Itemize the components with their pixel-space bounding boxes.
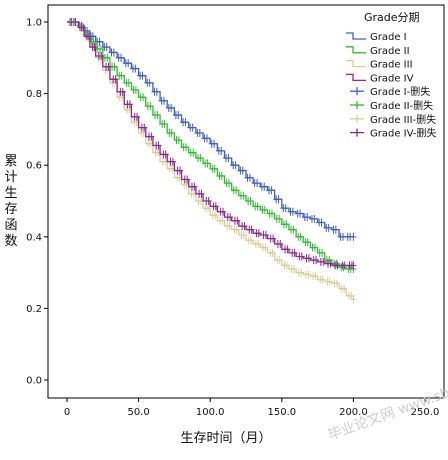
legend-item: Grade III-删失 [350,113,436,126]
legend-item: Grade II [346,46,410,57]
x-tick-label: 0 [64,407,70,418]
legend-label: Grade I [370,32,407,43]
legend-label: Grade IV-删失 [370,127,436,140]
axes-layer: 0.0 0.2 0.4 0.6 0.8 1.0 0 50.0 100.0 150.0 200.0 25… [4,4,445,446]
y-tick-label: 1.0 [26,18,42,29]
y-tick-label: 0.0 [26,376,42,387]
legend-item: Grade IV-删失 [350,127,436,140]
censor-marks-grade4 [68,18,357,270]
y-tick-label: 0.8 [26,89,42,100]
legend-swatch-line [346,73,366,82]
x-tick-label: 50.0 [127,407,149,418]
legend-item: Grade I-删失 [350,85,430,98]
legend-item: Grade IV [346,73,414,84]
y-tick-label: 0.2 [26,304,42,315]
y-axis-title: 累计生存函数 [4,154,17,249]
series-grade4 [67,18,357,270]
x-tick-label: 250.0 [411,407,440,418]
legend-item: Grade I [346,32,407,43]
legend-swatch-line [346,32,366,40]
y-tick-label: 0.4 [26,232,42,243]
legend-label: Grade II-删失 [370,99,433,112]
legend-swatch-line [346,59,366,68]
legend-label: Grade I-删失 [370,85,430,98]
survival-line-grade2 [67,21,354,270]
censor-marks-grade1 [66,18,357,241]
legend-label: Grade IV [370,73,414,84]
plot-frame [47,4,445,399]
x-axis-title: 生存时间（月） [180,431,271,446]
x-tick-label: 200.0 [339,407,368,418]
series-layer [66,18,357,304]
legend-title: Grade分期 [364,11,420,24]
legend-label: Grade II [370,46,410,57]
legend-swatch-line [346,46,366,54]
legend-label: Grade III [370,60,413,71]
survival-line-grade1 [67,21,354,238]
legend-item: Grade III [346,60,413,71]
series-grade1 [66,18,357,241]
y-tick-label: 0.6 [26,161,42,172]
x-tick-label: 150.0 [267,407,296,418]
legend-label: Grade III-删失 [370,113,436,126]
legend-item: Grade II-删失 [350,99,433,112]
x-tick-label: 100.0 [196,407,225,418]
